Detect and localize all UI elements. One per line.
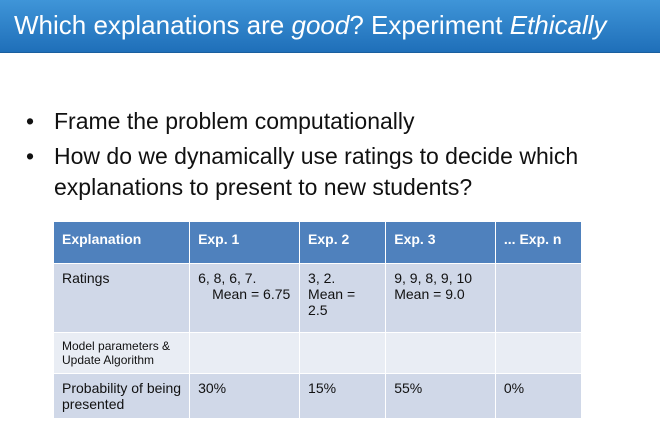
ratings-values: 6, 8, 6, 7.	[198, 270, 257, 286]
title-emphasis-ethically: Ethically	[509, 10, 607, 40]
table-row: Ratings 6, 8, 6, 7. Mean = 6.75 3, 2. Me…	[54, 263, 583, 333]
bullet-item: • Frame the problem computationally	[26, 106, 646, 137]
bullet-dot-icon: •	[26, 143, 35, 169]
explanations-table: Explanation Exp. 1 Exp. 2 Exp. 3 ... Exp…	[54, 222, 583, 419]
title-text-2: ? Experiment	[349, 10, 510, 40]
probability-exp-2: 15%	[299, 373, 387, 419]
bullet-list: • Frame the problem computationally • Ho…	[26, 106, 646, 207]
title-text: Which explanations are	[14, 10, 292, 40]
ratings-mean: Mean = 9.0	[394, 286, 465, 302]
model-exp-n	[495, 332, 583, 374]
ratings-mean: Mean = 2.5	[308, 286, 356, 318]
header-exp-2: Exp. 2	[299, 222, 387, 264]
table-row: Model parameters & Update Algorithm	[54, 332, 583, 374]
bullet-text: Frame the problem computationally	[54, 108, 415, 134]
header-exp-3: Exp. 3	[385, 222, 496, 264]
probability-label: Probability of being presented	[54, 373, 191, 419]
ratings-exp-2: 3, 2. Mean = 2.5	[299, 263, 387, 333]
model-exp-3	[385, 332, 496, 374]
ratings-values: 9, 9, 8, 9, 10	[394, 270, 473, 286]
probability-exp-1: 30%	[189, 373, 301, 419]
slide-title: Which explanations are good? Experiment …	[14, 10, 607, 41]
ratings-mean: Mean = 6.75	[212, 286, 291, 302]
bullet-item: • How do we dynamically use ratings to d…	[26, 141, 646, 203]
model-label: Model parameters & Update Algorithm	[54, 332, 191, 374]
header-exp-1: Exp. 1	[189, 222, 301, 264]
ratings-exp-1: 6, 8, 6, 7. Mean = 6.75	[189, 263, 301, 333]
model-exp-1	[189, 332, 301, 374]
ratings-exp-3: 9, 9, 8, 9, 10 Mean = 9.0	[385, 263, 496, 333]
header-exp-n: ... Exp. n	[495, 222, 583, 264]
ratings-exp-n	[495, 263, 583, 333]
probability-exp-n: 0%	[495, 373, 583, 419]
ratings-values: 3, 2.	[308, 270, 336, 286]
title-emphasis-good: good	[291, 10, 350, 40]
header-explanation: Explanation	[54, 222, 191, 264]
bullet-dot-icon: •	[26, 108, 35, 134]
bullet-text: How do we dynamically use ratings to dec…	[54, 143, 579, 200]
title-bar: Which explanations are good? Experiment …	[0, 0, 660, 53]
table-row: Probability of being presented 30% 15% 5…	[54, 373, 583, 419]
table-header-row: Explanation Exp. 1 Exp. 2 Exp. 3 ... Exp…	[54, 222, 583, 264]
model-exp-2	[299, 332, 387, 374]
ratings-label: Ratings	[54, 263, 191, 333]
probability-exp-3: 55%	[385, 373, 496, 419]
